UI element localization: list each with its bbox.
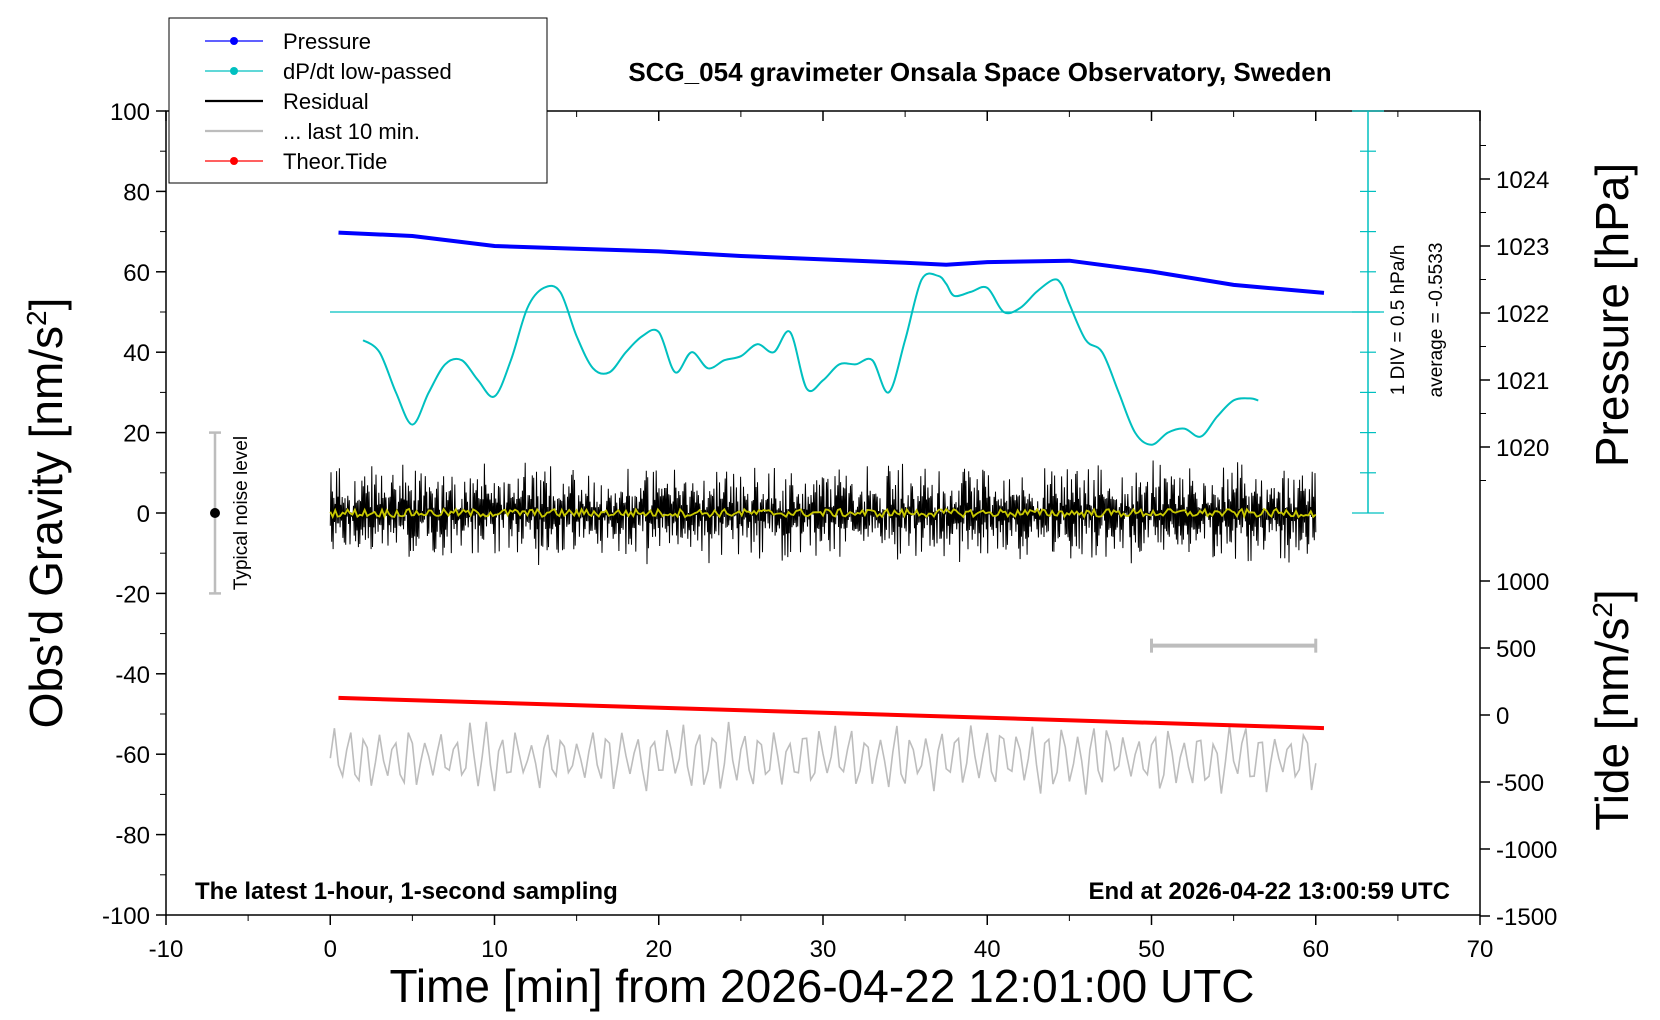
noise-level-label: Typical noise level: [231, 436, 252, 590]
footer-right: End at 2026-04-22 13:00:59 UTC: [1089, 878, 1451, 905]
y-tick-label: -80: [115, 823, 150, 850]
pressure-tick-label: 1023: [1496, 234, 1549, 261]
tide-tick-label: 500: [1496, 636, 1536, 663]
legend-marker: [230, 67, 238, 75]
x-tick-label: 30: [810, 936, 837, 963]
x-tick-label: 0: [324, 936, 337, 963]
pressure-tick-label: 1022: [1496, 301, 1549, 328]
y-tick-label: -20: [115, 581, 150, 608]
legend-label: dP/dt low-passed: [283, 59, 452, 84]
pressure-axis-ticks: 1024 1023 1022 1021 1020: [1480, 145, 1549, 481]
x-tick-label: 20: [645, 936, 672, 963]
footer-left: The latest 1-hour, 1-second sampling: [195, 878, 618, 905]
x-tick-label: 70: [1467, 936, 1494, 963]
residual-smoothed-line: [329, 507, 1317, 520]
theor-tide-line: [338, 695, 1325, 731]
tide-axis-label: Tide [nm/s2]: [1586, 589, 1638, 830]
y-tick-label: -100: [102, 903, 150, 930]
x-tick-label: 60: [1302, 936, 1329, 963]
pressure-line: [338, 230, 1325, 295]
tide-tick-label: -1000: [1496, 837, 1557, 864]
last-10-min-bar: [1150, 638, 1318, 653]
pressure-axis-label: Pressure [hPa]: [1586, 163, 1638, 467]
tide-tick-label: -500: [1496, 770, 1544, 797]
residual-line: [329, 460, 1317, 566]
dpdt-scale-axis: [330, 110, 1384, 514]
chart-title: SCG_054 gravimeter Onsala Space Observat…: [628, 57, 1331, 87]
pressure-tick-label: 1024: [1496, 167, 1549, 194]
dpdt-scale-label: 1 DIV = 0.5 hPa/h: [1388, 245, 1409, 396]
legend-marker: [230, 157, 238, 165]
legend-marker: [230, 37, 238, 45]
tide-axis-ticks: 1000 500 0 -500 -1000 -1500: [1480, 569, 1557, 931]
legend-label: Pressure: [283, 29, 371, 54]
legend: Pressure dP/dt low-passed Residual ... last…: [168, 17, 548, 184]
x-tick-label: 50: [1138, 936, 1165, 963]
tide-tick-label: 1000: [1496, 569, 1549, 596]
x-tick-label: -10: [149, 936, 184, 963]
pressure-tick-label: 1021: [1496, 368, 1549, 395]
y-tick-label: 20: [123, 421, 150, 448]
noise-center-dot: [210, 508, 220, 518]
legend-label: Residual: [283, 89, 369, 114]
tide-tick-label: -1500: [1496, 904, 1557, 931]
y-axis-ticks: 100 80 60 40 20 0 -20 -40 -60 -80 -100: [102, 99, 166, 930]
noise-level-indicator: [209, 431, 221, 595]
legend-label: ... last 10 min.: [283, 119, 420, 144]
x-tick-label: 10: [481, 936, 508, 963]
tide-tick-label: 0: [1496, 703, 1509, 730]
series-layer: [329, 230, 1325, 795]
y-axis-label: Obs'd Gravity [nm/s2]: [20, 298, 72, 729]
x-tick-label: 40: [974, 936, 1001, 963]
y-tick-label: 60: [123, 260, 150, 287]
y-tick-label: 80: [123, 179, 150, 206]
legend-label: Theor.Tide: [283, 149, 387, 174]
pressure-tick-label: 1020: [1496, 435, 1549, 462]
x-axis-label: Time [min] from 2026-04-22 12:01:00 UTC: [390, 960, 1255, 1012]
last-10-min-line: [329, 721, 1317, 795]
x-axis-ticks: -10 0 10 20 30 40 50 60 70: [149, 111, 1494, 963]
y-tick-label: 40: [123, 340, 150, 367]
y-tick-label: -60: [115, 742, 150, 769]
y-tick-label: 0: [137, 501, 150, 528]
y-tick-label: -40: [115, 662, 150, 689]
dpdt-average-label: average = -0.5533: [1426, 243, 1447, 398]
dpdt-line: [362, 272, 1259, 446]
y-tick-label: 100: [110, 99, 150, 126]
